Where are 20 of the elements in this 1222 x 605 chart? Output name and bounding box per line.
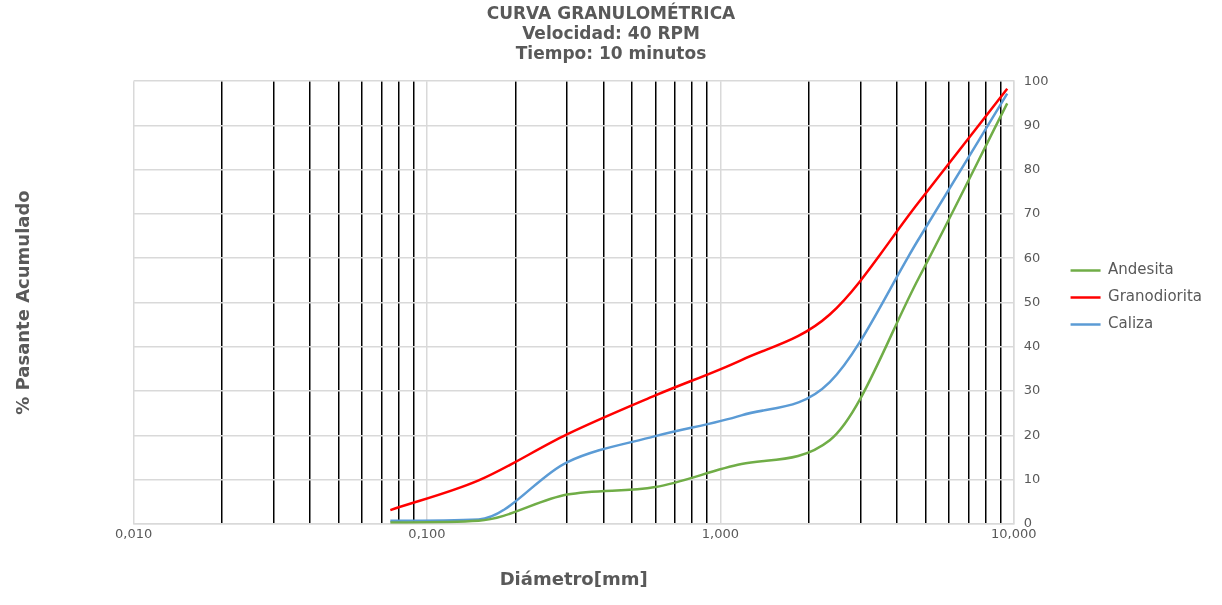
x-tick-label: 0,100 [408, 525, 446, 541]
y-tick-label: 90 [1023, 116, 1041, 132]
y-tick-label: 10 [1023, 470, 1041, 486]
legend-label: Granodiorita [1108, 287, 1203, 306]
x-tick-label: 1,000 [701, 525, 739, 541]
legend-label: Andesita [1108, 260, 1174, 279]
y-axis-title: % Pasante Acumulado [12, 190, 34, 415]
legend-label: Caliza [1108, 314, 1154, 333]
y-tick-label: 100 [1023, 72, 1049, 88]
y-tick-label: 50 [1023, 293, 1041, 309]
y-tick-label: 80 [1023, 161, 1041, 177]
y-tick-label: 20 [1023, 426, 1041, 442]
chart-subtitle: Velocidad: 40 RPM Tiempo: 10 minutos [515, 23, 707, 64]
y-tick-label: 30 [1023, 382, 1041, 398]
chart-title: CURVA GRANULOMÉTRICA [486, 1, 737, 23]
y-tick-label: 70 [1023, 205, 1041, 221]
x-axis-title: Diámetro[mm] [499, 567, 648, 589]
x-tick-label: 0,010 [114, 525, 153, 541]
y-tick-label: 60 [1023, 249, 1041, 265]
y-tick-label: 40 [1023, 338, 1041, 354]
